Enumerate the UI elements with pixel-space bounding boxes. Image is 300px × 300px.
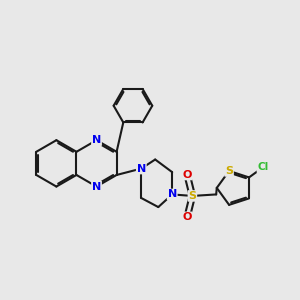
Text: O: O (182, 212, 192, 222)
Text: S: S (188, 191, 196, 201)
Text: N: N (92, 135, 101, 145)
Text: N: N (137, 164, 146, 174)
Text: O: O (182, 169, 192, 179)
Text: N: N (168, 189, 177, 200)
Text: N: N (92, 182, 101, 192)
Text: S: S (225, 166, 233, 176)
Text: Cl: Cl (257, 162, 268, 172)
